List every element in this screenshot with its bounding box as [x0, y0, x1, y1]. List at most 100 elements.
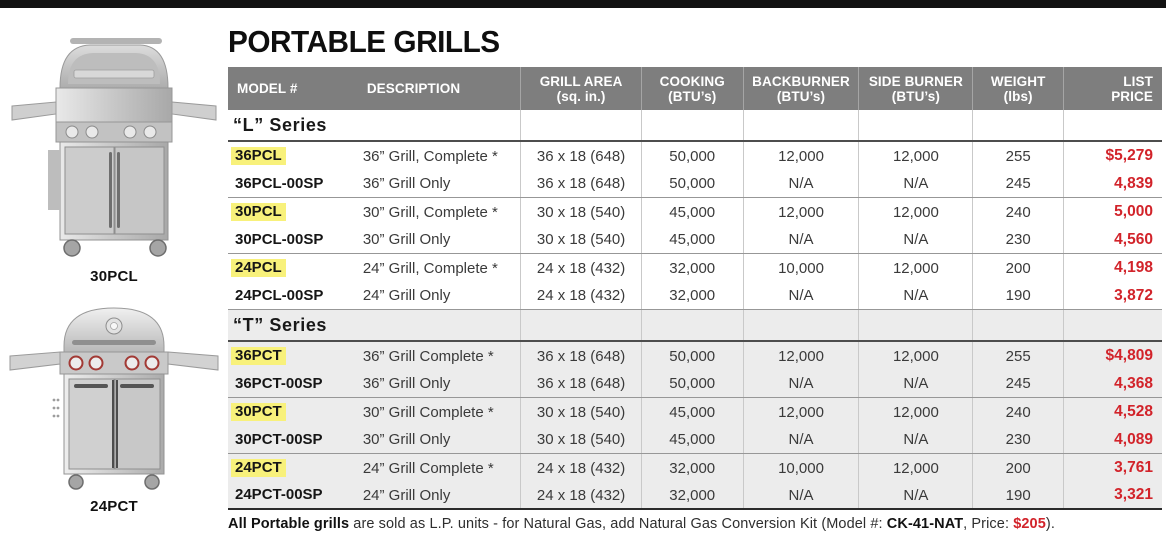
section-spacer-cell [520, 310, 640, 340]
col-header-side-burner: SIDE BURNER (BTU’s) [858, 67, 972, 110]
description-cell: 24” Grill Complete * [362, 459, 494, 477]
list-price-cell: 3,761 [1062, 454, 1162, 482]
backburner-btu-cell: N/A [742, 370, 859, 397]
grill-area-cell: 36 x 18 (648) [520, 170, 640, 197]
section-spacer-cell [858, 310, 972, 340]
weight-cell: 230 [972, 226, 1063, 253]
footnote-kit-price: $205 [1013, 516, 1046, 532]
side-burner-btu-cell: 12,000 [858, 142, 972, 170]
list-price-cell: $5,279 [1062, 142, 1162, 170]
grill-area-cell: 30 x 18 (540) [520, 398, 640, 426]
model-cell: 30PCT-00SP [228, 431, 358, 449]
grill-area-cell: 30 x 18 (540) [520, 226, 640, 253]
table-row-30PCT-00SP: 30PCT-00SP 30” Grill Only 30 x 18 (540) 45,… [228, 426, 1162, 454]
model-cell: 36PCL [228, 147, 358, 165]
section-spacer-cell [640, 110, 743, 140]
table-row-36PCT-00SP: 36PCT-00SP 36” Grill Only 36 x 18 (648) 50,… [228, 370, 1162, 398]
footnote-kit-model: CK-41-NAT [886, 516, 964, 532]
grill-area-cell: 30 x 18 (540) [520, 198, 640, 226]
model-cell: 30PCT [228, 403, 358, 421]
list-price-cell: 4,560 [1062, 226, 1162, 253]
weight-cell: 190 [972, 482, 1063, 508]
side-burner-btu-cell: N/A [858, 426, 972, 453]
model-cell: 30PCL-00SP [228, 231, 358, 249]
col-header-description: DESCRIPTION [366, 81, 461, 96]
grill-area-cell: 24 x 18 (432) [520, 454, 640, 482]
list-price-cell: 4,528 [1062, 398, 1162, 426]
col-header-model: MODEL # [237, 81, 298, 96]
list-price-cell: 4,089 [1062, 426, 1162, 453]
backburner-btu-cell: 10,000 [742, 454, 859, 482]
cooking-btu-cell: 50,000 [640, 142, 743, 170]
model-cell: 30PCL [228, 203, 358, 221]
model-number: 30PCT-00SP [235, 430, 323, 448]
col-header-weight: WEIGHT (lbs) [972, 67, 1063, 110]
model-cell: 24PCT [228, 459, 358, 477]
cooking-btu-cell: 45,000 [640, 398, 743, 426]
section-name: “T” Series [233, 314, 328, 335]
cooking-btu-cell: 45,000 [640, 198, 743, 226]
table-body: “L” Series 36PCL 36” Grill, Complete * 36 x… [228, 110, 1162, 510]
main-content: PORTABLE GRILLS MODEL # DESCRIPTION GRIL… [228, 8, 1162, 532]
product-label-30pcl: 30PCL [90, 268, 138, 285]
grill-area-cell: 24 x 18 (432) [520, 482, 640, 508]
model-number: 36PCT [231, 347, 286, 365]
description-cell: 36” Grill, Complete * [362, 147, 498, 165]
weight-cell: 240 [972, 398, 1063, 426]
list-price-cell: 4,839 [1062, 170, 1162, 197]
table-row-36PCL: 36PCL 36” Grill, Complete * 36 x 18 (648) 5… [228, 142, 1162, 170]
backburner-btu-cell: N/A [742, 426, 859, 453]
table-row-30PCL-00SP: 30PCL-00SP 30” Grill Only 30 x 18 (540) 45,… [228, 226, 1162, 254]
cooking-btu-cell: 32,000 [640, 454, 743, 482]
side-burner-btu-cell: N/A [858, 226, 972, 253]
side-burner-btu-cell: 12,000 [858, 398, 972, 426]
list-price-cell: 5,000 [1062, 198, 1162, 226]
backburner-btu-cell: 10,000 [742, 254, 859, 282]
footnote-bold-prefix: All Portable grills [228, 516, 350, 532]
backburner-btu-cell: N/A [742, 170, 859, 197]
section-spacer-cell [972, 110, 1063, 140]
description-cell: 30” Grill Only [362, 431, 451, 448]
section-header-row: “L” Series [228, 110, 1162, 142]
table-row-36PCL-00SP: 36PCL-00SP 36” Grill Only 36 x 18 (648) 50,… [228, 170, 1162, 198]
section-spacer-cell [1062, 310, 1162, 340]
model-number: 30PCL-00SP [235, 230, 324, 248]
description-cell: 36” Grill Only [362, 175, 451, 192]
cooking-btu-cell: 45,000 [640, 226, 743, 253]
backburner-btu-cell: 12,000 [742, 198, 859, 226]
cooking-btu-cell: 50,000 [640, 170, 743, 197]
weight-cell: 190 [972, 282, 1063, 309]
description-cell: 24” Grill Only [362, 287, 451, 304]
section-spacer-cell [742, 110, 859, 140]
grill-image-open-hood [11, 38, 217, 257]
cooking-btu-cell: 32,000 [640, 254, 743, 282]
grill-area-cell: 36 x 18 (648) [520, 370, 640, 397]
footnote-text-3: ). [1045, 516, 1055, 532]
table-row-30PCT: 30PCT 30” Grill Complete * 30 x 18 (540) 45… [228, 398, 1162, 426]
model-number: 30PCT [231, 403, 286, 421]
grill-area-cell: 36 x 18 (648) [520, 342, 640, 370]
model-cell: 24PCL-00SP [228, 287, 358, 305]
cooking-btu-cell: 32,000 [640, 482, 743, 508]
section-spacer-cell [640, 310, 743, 340]
table-row-24PCT: 24PCT 24” Grill Complete * 24 x 18 (432) 32… [228, 454, 1162, 482]
table-row-24PCL-00SP: 24PCL-00SP 24” Grill Only 24 x 18 (432) 32,… [228, 282, 1162, 310]
weight-cell: 255 [972, 142, 1063, 170]
table-row-36PCT: 36PCT 36” Grill Complete * 36 x 18 (648) 50… [228, 342, 1162, 370]
description-cell: 36” Grill Only [362, 375, 451, 392]
section-spacer-cell [742, 310, 859, 340]
side-burner-btu-cell: N/A [858, 370, 972, 397]
top-border-bar [0, 0, 1166, 8]
backburner-btu-cell: 12,000 [742, 142, 859, 170]
model-number: 36PCL-00SP [235, 174, 324, 192]
col-header-grill-area: GRILL AREA (sq. in.) [520, 67, 640, 110]
page-title: PORTABLE GRILLS [228, 24, 500, 59]
section-spacer-cell [972, 310, 1063, 340]
product-30pcl: 30PCL [0, 30, 228, 285]
grill-area-cell: 24 x 18 (432) [520, 282, 640, 309]
col-header-list-price: LIST PRICE [1062, 67, 1162, 110]
side-burner-btu-cell: 12,000 [858, 454, 972, 482]
model-cell: 36PCT-00SP [228, 375, 358, 393]
section-spacer-cell [1062, 110, 1162, 140]
list-price-cell: 4,368 [1062, 370, 1162, 397]
